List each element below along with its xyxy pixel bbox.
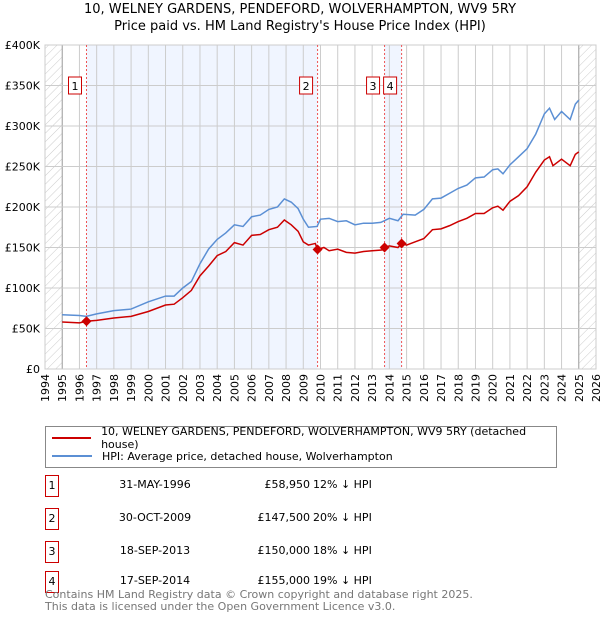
x-tick-label: 2005: [228, 374, 241, 402]
sale-row: 2 30-OCT-2009 £147,500 20% ↓ HPI: [45, 508, 445, 530]
x-tick-label: 1994: [39, 374, 52, 402]
x-tick-label: 2004: [211, 374, 224, 402]
y-tick-label: £350K: [5, 80, 41, 93]
x-tick-label: 2009: [297, 374, 310, 402]
x-tick-label: 2003: [194, 374, 207, 402]
x-tick-label: 2007: [263, 374, 276, 402]
sale-hpi-diff: 20% ↓ HPI: [313, 511, 372, 524]
sale-point: [312, 244, 323, 255]
x-tick-label: 2021: [504, 374, 517, 402]
y-tick-label: £400K: [5, 39, 41, 52]
x-tick-label: 2018: [452, 374, 465, 402]
x-tick-label: 1996: [73, 374, 86, 402]
x-tick-label: 2010: [315, 374, 328, 402]
chart-subtitle: Price paid vs. HM Land Registry's House …: [114, 19, 486, 34]
footer-copyright: Contains HM Land Registry data © Crown c…: [45, 588, 473, 601]
x-tick-label: 2016: [418, 374, 431, 402]
x-tick-label: 2002: [177, 374, 190, 402]
sale-hpi-diff: 19% ↓ HPI: [313, 574, 372, 587]
x-tick-label: 2023: [538, 374, 551, 402]
sale-price: £147,500: [257, 511, 311, 524]
y-tick-label: £200K: [5, 201, 41, 214]
x-tick-label: 2024: [556, 374, 569, 402]
y-tick-label: £300K: [5, 120, 41, 133]
sale-point: [396, 238, 407, 249]
x-tick-label: 2026: [590, 374, 600, 402]
x-tick-label: 1997: [91, 374, 104, 402]
sale-number: 3: [45, 541, 59, 563]
legend-item-property: 10, WELNEY GARDENS, PENDEFORD, WOLVERHAM…: [52, 425, 556, 451]
sale-point: [81, 316, 92, 327]
sale-date: 18-SEP-2013: [119, 544, 191, 557]
x-tick-label: 2019: [469, 374, 482, 402]
footer-licence: This data is licensed under the Open Gov…: [45, 600, 396, 613]
x-tick-label: 2006: [246, 374, 259, 402]
x-tick-label: 2014: [383, 374, 396, 402]
sale-label: 3: [370, 80, 377, 93]
x-tick-label: 2013: [366, 374, 379, 402]
sale-date: 17-SEP-2014: [119, 574, 191, 587]
red-line-swatch: [52, 437, 92, 439]
y-tick-label: £100K: [5, 282, 41, 295]
y-tick-label: £0: [26, 363, 40, 376]
sale-price: £58,950: [264, 478, 311, 491]
legend-label: 10, WELNEY GARDENS, PENDEFORD, WOLVERHAM…: [101, 425, 527, 451]
legend-label: HPI: Average price, detached house, Wolv…: [102, 449, 393, 463]
sale-price: £150,000: [257, 544, 311, 557]
sale-label-box: [383, 76, 398, 95]
x-tick-label: 2001: [160, 374, 173, 402]
x-tick-label: 1995: [56, 374, 69, 402]
sale-number: 2: [45, 508, 59, 530]
x-tick-label: 2017: [435, 374, 448, 402]
series-line: [62, 151, 580, 324]
sale-price: £155,000: [257, 574, 311, 587]
x-tick-label: 2012: [349, 374, 362, 402]
price-chart: 1994 1995 1996 1997 1998 1999 2000 2001 2002 2003…: [5, 39, 600, 402]
sale-date: 30-OCT-2009: [118, 511, 192, 524]
y-tick-label: £50K: [12, 323, 41, 336]
blue-line-swatch: [52, 455, 92, 457]
sale-label: 4: [387, 80, 394, 93]
x-tick-label: 1999: [125, 374, 138, 402]
chart-title: 10, WELNEY GARDENS, PENDEFORD, WOLVERHAM…: [83, 2, 517, 17]
series-line: [62, 99, 580, 318]
sale-date: 31-MAY-1996: [119, 478, 191, 491]
x-tick-label: 2008: [280, 374, 293, 402]
y-tick-label: £250K: [5, 161, 41, 174]
sale-number: 4: [45, 571, 59, 593]
sale-label: 1: [71, 80, 78, 93]
x-tick-label: 2015: [401, 374, 414, 402]
x-tick-label: 2000: [142, 374, 155, 402]
sale-label-box: [67, 76, 82, 95]
sale-row: 1 31-MAY-1996 £58,950 12% ↓ HPI: [45, 475, 445, 497]
x-tick-label: 1998: [108, 374, 121, 402]
sale-point: [379, 242, 390, 253]
sale-hpi-diff: 18% ↓ HPI: [313, 544, 372, 557]
x-tick-label: 2011: [332, 374, 345, 402]
sale-label: 2: [303, 80, 310, 93]
x-tick-label: 2020: [487, 374, 500, 402]
sale-row: 4 17-SEP-2014 £155,000 19% ↓ HPI: [45, 571, 445, 593]
y-tick-label: £150K: [5, 242, 41, 255]
legend-item-hpi: HPI: Average price, detached house, Wolv…: [52, 448, 393, 464]
legend: 10, WELNEY GARDENS, PENDEFORD, WOLVERHAM…: [45, 425, 557, 468]
sale-label-box: [299, 76, 314, 95]
sale-number: 1: [45, 475, 59, 497]
sale-row: 3 18-SEP-2013 £150,000 18% ↓ HPI: [45, 541, 445, 563]
sale-hpi-diff: 12% ↓ HPI: [313, 478, 372, 491]
sale-label-box: [366, 76, 381, 95]
x-tick-label: 2025: [573, 374, 586, 402]
x-tick-label: 2022: [521, 374, 534, 402]
